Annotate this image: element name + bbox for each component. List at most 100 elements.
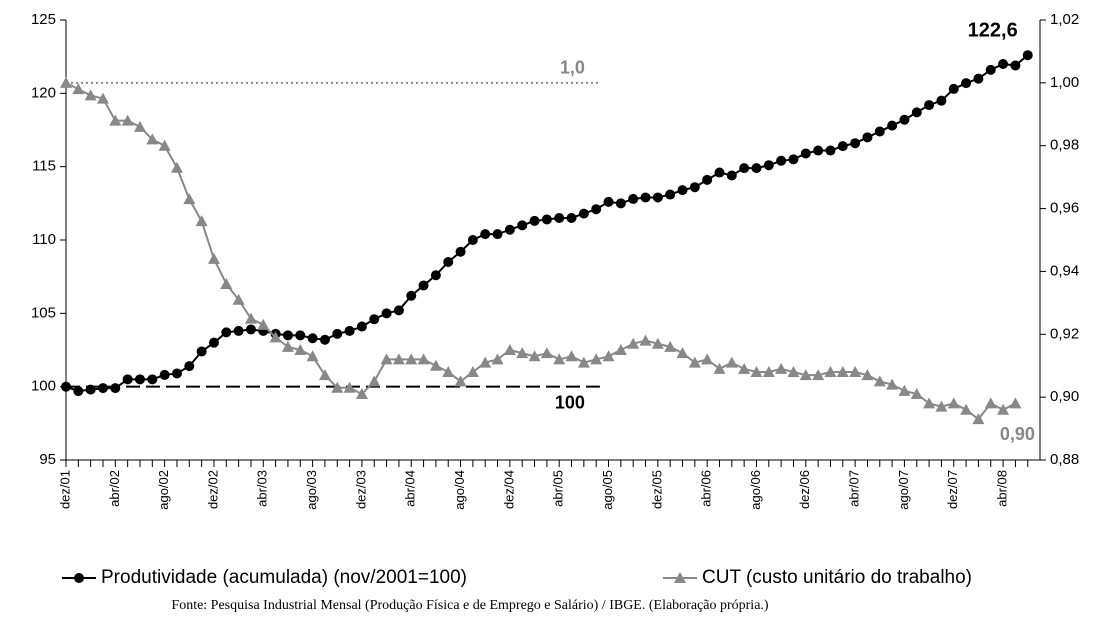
data-point <box>813 145 824 156</box>
data-point <box>332 328 343 339</box>
data-point <box>577 356 590 368</box>
data-point <box>788 154 799 165</box>
x-tick-label: ago/07 <box>896 470 911 510</box>
data-point <box>195 215 208 227</box>
data-point <box>837 141 848 152</box>
y2-tick-label: 0,96 <box>1050 200 1079 217</box>
data-point <box>775 362 788 374</box>
data-point <box>998 59 1009 69</box>
data-point <box>184 361 195 372</box>
data-point <box>466 366 479 377</box>
x-tick-label: dez/02 <box>205 470 220 509</box>
data-point <box>134 374 145 385</box>
data-point <box>751 163 762 174</box>
data-point <box>380 353 393 365</box>
data-point <box>492 229 503 240</box>
data-point <box>221 327 232 338</box>
x-tick-label: dez/06 <box>797 470 812 509</box>
data-point <box>677 185 688 196</box>
data-point <box>910 388 923 399</box>
data-point <box>972 413 985 425</box>
data-point <box>343 381 356 393</box>
data-point <box>763 160 774 171</box>
legend-marker <box>674 572 686 583</box>
data-point <box>479 356 492 368</box>
data-point <box>294 344 307 355</box>
data-point <box>85 384 96 395</box>
data-point <box>110 383 121 394</box>
series-line <box>65 81 1016 421</box>
data-point <box>232 293 245 305</box>
data-point <box>369 314 380 325</box>
x-tick-label: dez/07 <box>945 470 960 509</box>
data-point <box>491 353 504 365</box>
data-point <box>861 369 874 381</box>
data-point <box>973 73 984 84</box>
data-point <box>726 170 737 181</box>
data-point <box>529 215 540 226</box>
data-point <box>924 100 935 111</box>
y2-tick-label: 0,90 <box>1050 388 1079 405</box>
data-point <box>121 114 134 126</box>
data-point <box>1009 397 1022 409</box>
data-point <box>319 334 330 345</box>
data-point <box>318 369 331 381</box>
data-point <box>836 366 849 377</box>
data-point <box>812 369 825 381</box>
data-point <box>442 366 455 377</box>
data-point <box>146 133 159 145</box>
data-point <box>306 350 319 362</box>
data-point <box>307 333 318 344</box>
data-point <box>517 220 528 231</box>
data-point <box>614 344 627 355</box>
data-point <box>430 270 441 281</box>
x-tick-label: ago/05 <box>600 470 615 510</box>
data-point <box>825 145 836 156</box>
data-point <box>207 252 220 264</box>
data-point <box>850 138 861 149</box>
y-tick-label: 110 <box>32 231 56 248</box>
data-point <box>355 388 368 399</box>
data-point <box>443 257 454 267</box>
data-point <box>356 321 367 332</box>
data-point <box>776 155 787 166</box>
data-point <box>368 375 381 387</box>
data-point <box>738 362 751 374</box>
data-point <box>984 397 997 409</box>
data-point <box>480 229 491 240</box>
x-tick-label: abr/08 <box>995 470 1010 507</box>
data-point <box>147 374 158 385</box>
data-point <box>578 208 589 219</box>
x-tick-label: ago/02 <box>156 470 171 510</box>
y2-tick-label: 1,00 <box>1050 74 1079 91</box>
y2-tick-label: 0,94 <box>1050 262 1079 279</box>
reference-label: 1,0 <box>560 58 585 78</box>
data-point <box>590 353 603 365</box>
data-point <box>714 167 725 178</box>
data-point <box>640 192 651 203</box>
data-point <box>170 161 183 173</box>
y2-tick-label: 0,98 <box>1050 137 1079 154</box>
data-point <box>540 347 553 359</box>
data-point <box>295 330 306 341</box>
data-point <box>665 189 676 200</box>
y-tick-label: 120 <box>31 84 56 101</box>
data-point <box>713 362 726 374</box>
data-point <box>220 278 233 289</box>
data-label: 0,90 <box>1000 424 1035 444</box>
data-point <box>541 214 552 225</box>
x-tick-label: abr/03 <box>255 470 270 507</box>
x-tick-label: ago/03 <box>304 470 319 510</box>
data-point <box>565 350 578 362</box>
data-point <box>911 107 922 118</box>
y-tick-label: 105 <box>31 304 56 321</box>
data-label: 122,6 <box>968 19 1018 41</box>
legend-marker <box>74 573 84 583</box>
data-point <box>603 196 614 207</box>
data-point <box>627 337 640 349</box>
data-point <box>689 182 700 193</box>
y-tick-label: 125 <box>31 11 56 28</box>
x-tick-label: dez/05 <box>649 470 664 509</box>
data-point <box>960 403 973 415</box>
